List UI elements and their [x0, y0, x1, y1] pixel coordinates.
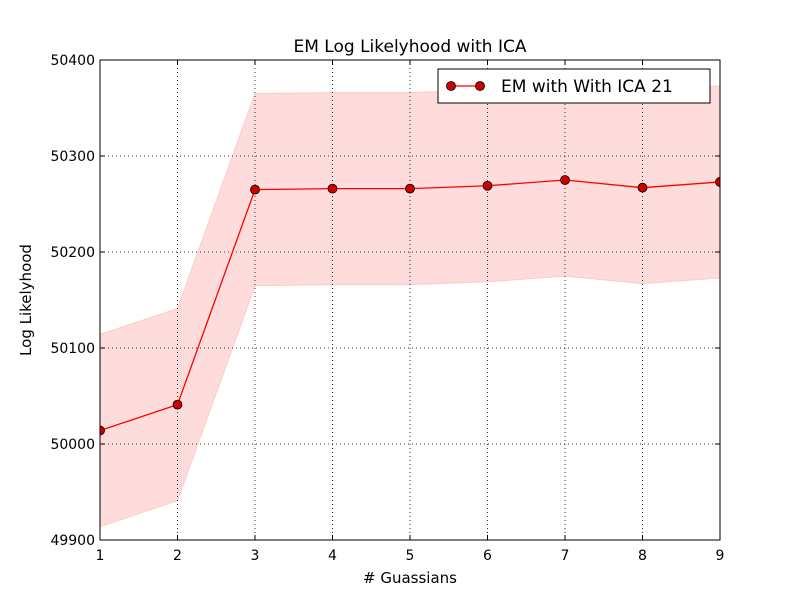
x-tick-label: 4: [328, 548, 337, 564]
data-point-marker: [100, 425, 105, 436]
y-tick-label: 50200: [50, 245, 95, 261]
x-axis-label: # Guassians: [363, 569, 457, 587]
x-tick-label: 1: [96, 548, 105, 564]
legend-series-marker-left: [446, 81, 456, 91]
chart-title: EM Log Likelyhood with ICA: [293, 37, 526, 57]
grid-layer: [100, 60, 720, 540]
x-tick-label: 9: [716, 548, 725, 564]
y-tick-label: 49900: [50, 533, 95, 549]
x-tick-label: 7: [561, 548, 570, 564]
x-tick-label: 2: [173, 548, 182, 564]
tick-layer: 1 2 3 4 5 6 7 8 9 49900 50000 50100 50200 50300 50400: [50, 53, 724, 564]
legend-series-marker-right: [475, 81, 485, 91]
x-tick-label: 5: [406, 548, 415, 564]
legend-series-label: EM with With ICA 21: [501, 77, 673, 97]
y-tick-label: 50300: [50, 149, 95, 165]
data-point-marker: [405, 183, 415, 194]
x-tick-label: 8: [638, 548, 647, 564]
data-point-marker: [482, 180, 493, 191]
y-tick-label: 50100: [50, 341, 95, 357]
data-point-marker: [560, 175, 570, 185]
x-tick-label: 6: [483, 548, 492, 564]
y-tick-label: 50400: [50, 53, 95, 69]
series-layer: [100, 175, 720, 436]
data-point-marker: [250, 184, 260, 195]
x-tick-label: 3: [251, 548, 260, 564]
data-point-marker: [715, 177, 720, 187]
legend: EM with With ICA 21: [437, 68, 711, 104]
data-point-marker: [327, 183, 338, 194]
y-tick-label: 50000: [50, 437, 95, 453]
y-axis-label: Log Likelyhood: [17, 244, 35, 356]
data-point-marker: [172, 399, 183, 410]
data-point-marker: [637, 182, 648, 193]
